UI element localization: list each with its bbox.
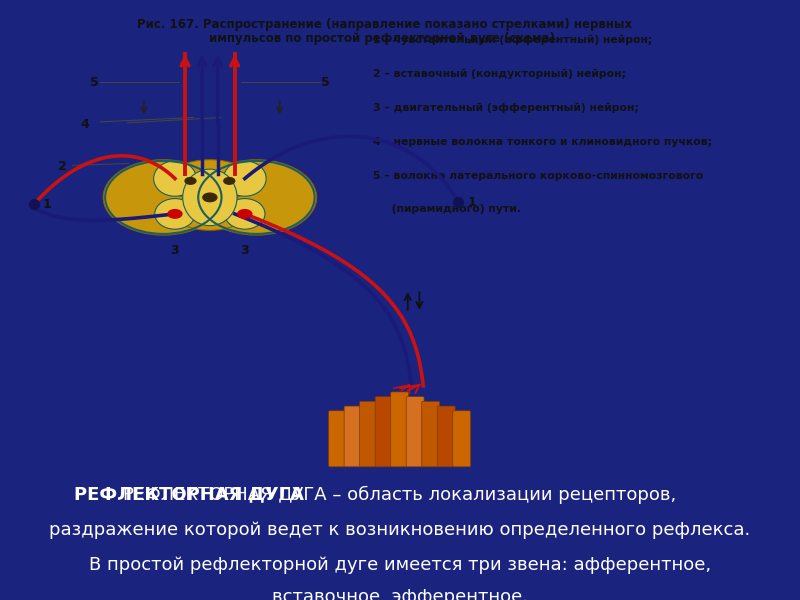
FancyBboxPatch shape [329,411,346,467]
FancyBboxPatch shape [453,411,470,467]
Text: 5 – волокна латерального корково-спинномозгового: 5 – волокна латерального корково-спинном… [373,170,703,181]
Text: 4: 4 [81,118,90,131]
Circle shape [185,178,196,184]
Text: В простой рефлекторной дуге имеется три звена: афферентное,: В простой рефлекторной дуге имеется три … [89,556,711,574]
Text: (пирамидного) пути.: (пирамидного) пути. [373,205,521,214]
Text: 1: 1 [467,196,476,209]
Text: Рис. 167. Распространение (направление показано стрелками) нервных: Рис. 167. Распространение (направление п… [137,19,632,31]
Text: 3: 3 [170,244,179,257]
Text: РЕФЛЕКТОРНАЯ ДУГА: РЕФЛЕКТОРНАЯ ДУГА [74,485,304,503]
FancyBboxPatch shape [422,401,439,467]
Ellipse shape [154,161,196,196]
Text: 1: 1 [43,198,52,211]
Text: раздражение которой ведет к возникновению определенного рефлекса.: раздражение которой ведет к возникновени… [50,521,750,539]
Circle shape [224,178,234,184]
Text: 2 – вставочный (кондукторный) нейрон;: 2 – вставочный (кондукторный) нейрон; [373,69,626,79]
Ellipse shape [223,161,266,196]
Text: 3 – двигательный (эфферентный) нейрон;: 3 – двигательный (эфферентный) нейрон; [373,103,638,113]
Circle shape [203,193,217,202]
Circle shape [238,209,252,218]
Ellipse shape [167,160,253,202]
FancyBboxPatch shape [360,401,378,467]
Text: 5: 5 [90,76,98,89]
FancyBboxPatch shape [375,397,393,467]
Ellipse shape [175,197,245,230]
Text: 3: 3 [241,244,249,257]
Ellipse shape [182,169,237,226]
Text: РЕФЛЕКТОРНАЯ ДУГА – область локализации рецепторов,: РЕФЛЕКТОРНАЯ ДУГА – область локализации … [123,485,677,504]
Text: 2: 2 [58,160,66,173]
Text: вставочное, эфферентное.: вставочное, эфферентное. [272,588,528,600]
FancyBboxPatch shape [390,392,409,467]
Ellipse shape [154,199,195,229]
FancyBboxPatch shape [406,397,424,467]
Text: 4 – нервные волокна тонкого и клиновидного пучков;: 4 – нервные волокна тонкого и клиновидно… [373,137,712,146]
FancyBboxPatch shape [344,406,362,467]
Text: 5: 5 [322,76,330,89]
Ellipse shape [196,160,317,235]
FancyBboxPatch shape [438,406,455,467]
Text: 1 – чувствительный (афферентный) нейрон;: 1 – чувствительный (афферентный) нейрон; [373,35,652,45]
Text: импульсов по простой рефлекторной дуге (схема).: импульсов по простой рефлекторной дуге (… [209,32,560,44]
Ellipse shape [225,199,265,229]
Ellipse shape [103,160,223,235]
Circle shape [168,209,182,218]
